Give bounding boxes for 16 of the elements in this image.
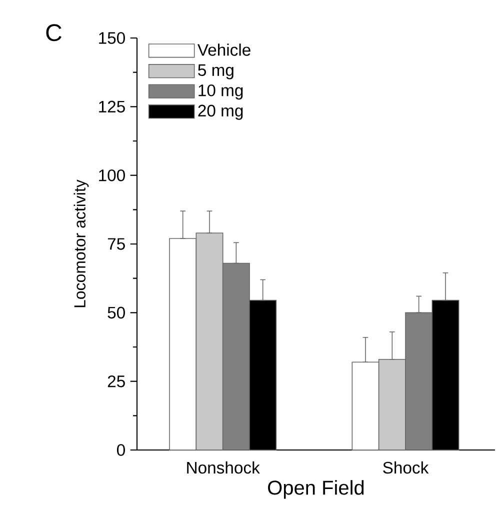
y-tick-label: 125 bbox=[99, 100, 125, 113]
y-tick-label: 0 bbox=[117, 444, 125, 456]
x-tick-label: Shock bbox=[383, 461, 429, 474]
x-tick-label: Nonshock bbox=[187, 461, 260, 474]
y-tick-label: 150 bbox=[99, 32, 125, 44]
y-tick-label: 50 bbox=[108, 306, 125, 319]
legend-label: Vehicle bbox=[197, 44, 250, 56]
x-axis-title: Open Field bbox=[268, 480, 364, 499]
text: C bbox=[46, 24, 62, 42]
y-tick-label: 75 bbox=[108, 238, 125, 250]
legend-label: 20 mg bbox=[198, 104, 243, 120]
y-tick-label: 25 bbox=[108, 375, 125, 388]
legend-label: 10 mg bbox=[198, 84, 243, 100]
y-axis-title: Locomotor activity bbox=[74, 180, 89, 308]
y-tick-label: 100 bbox=[99, 169, 125, 182]
legend-label: 5 mg bbox=[198, 64, 234, 80]
